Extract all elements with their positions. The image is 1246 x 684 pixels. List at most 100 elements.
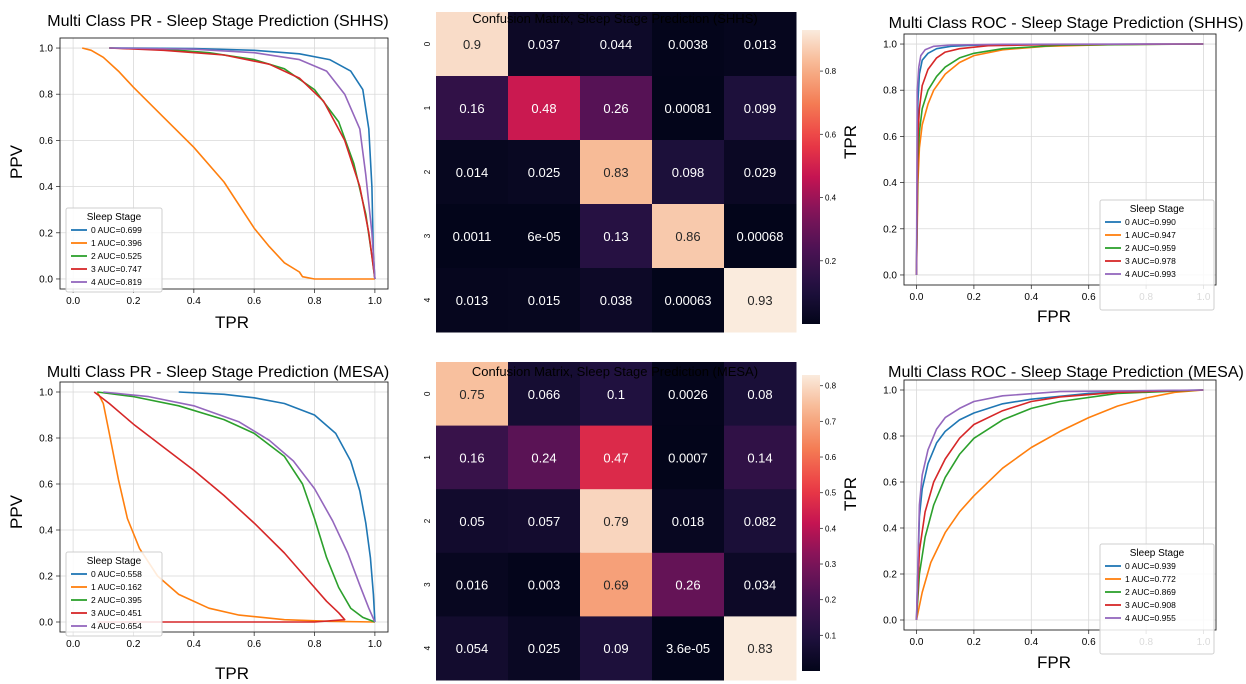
colorbar-label: 0.6 — [825, 130, 837, 139]
series-line-4 — [915, 389, 1204, 621]
legend: Sleep Stage 0 AUC=0.699 1 AUC=0.396 2 AUC=0… — [65, 207, 163, 293]
y-tick-label: 1.0 — [883, 40, 897, 51]
cell-value: 0.00063 — [665, 293, 712, 308]
cell-value: 0.83 — [603, 165, 628, 180]
cell-value: 0.13 — [603, 229, 628, 244]
heatmap-cell — [508, 425, 581, 490]
x-tick-label: 0.0 — [910, 637, 924, 648]
x-tick-label: 0.0 — [66, 639, 80, 650]
heatmap-cell — [508, 616, 581, 681]
cell-value: 0.018 — [672, 514, 705, 529]
cell-value: 0.0007 — [668, 450, 708, 465]
roc-chart-mesa: Multi Class ROC - Sleep Stage Prediction… — [842, 364, 1244, 672]
heatmap-cell — [652, 425, 725, 490]
y-tick-label: 0.4 — [39, 182, 53, 193]
pr-chart-shhs: Multi Class PR - Sleep Stage Prediction … — [7, 13, 389, 332]
heatmap-cell — [580, 140, 653, 205]
row-label: 3 — [423, 233, 432, 238]
series-line-3 — [915, 43, 1204, 276]
plot-frame — [59, 381, 389, 633]
heatmap-cell — [508, 204, 581, 269]
legend-entry-3: 3 AUC=0.451 — [91, 608, 142, 618]
cell-value: 0.025 — [528, 165, 561, 180]
cell-value: 0.054 — [456, 641, 489, 656]
legend-entry-4: 4 AUC=0.955 — [1125, 613, 1176, 623]
x-tick-label: 0.2 — [127, 639, 141, 650]
chart-title: Multi Class ROC - Sleep Stage Prediction… — [889, 15, 1244, 32]
y-tick-label: 1.0 — [883, 386, 897, 397]
x-tick-label: 0.4 — [187, 296, 201, 307]
x-axis-label: FPR — [1037, 307, 1071, 326]
cell-value: 0.69 — [603, 578, 628, 593]
cell-value: 0.037 — [528, 37, 561, 52]
colorbar-label: 0.7 — [825, 417, 837, 426]
x-tick-label: 0.2 — [967, 637, 981, 648]
heatmap-cell — [580, 362, 653, 427]
heatmap-cell — [436, 76, 509, 141]
heatmap-cell — [580, 76, 653, 141]
cell-value: 0.26 — [675, 578, 700, 593]
heatmap-cell — [436, 362, 509, 427]
cell-value: 0.082 — [744, 514, 777, 529]
heatmap-cell — [652, 76, 725, 141]
heatmap-cell — [436, 552, 509, 617]
legend-box — [1099, 199, 1215, 311]
heatmap-cell — [436, 268, 509, 333]
y-axis-label: TPR — [842, 477, 860, 511]
series-line-3 — [93, 391, 346, 623]
cell-value: 0.0026 — [668, 387, 708, 402]
cell-value: 0.08 — [747, 387, 772, 402]
legend-entry-3: 3 AUC=0.747 — [91, 264, 142, 274]
y-tick-label: 0.0 — [39, 274, 53, 285]
heatmap-cell — [652, 552, 725, 617]
y-tick-label: 0.8 — [883, 86, 897, 97]
pr-chart-mesa: Multi Class PR - Sleep Stage Prediction … — [7, 364, 389, 682]
y-tick-label: 1.0 — [39, 388, 53, 399]
series-line-1 — [82, 47, 375, 280]
series-line-4 — [103, 391, 376, 623]
heatmap-cell — [580, 268, 653, 333]
cell-value: 0.14 — [747, 450, 772, 465]
chart-title: Confusion Matrix, Sleep Stage Prediction… — [472, 11, 757, 26]
y-tick-label: 0.6 — [883, 478, 897, 489]
colorbar-label: 0.4 — [825, 194, 837, 203]
legend-title: Sleep Stage — [1130, 204, 1185, 215]
heatmap-cell — [436, 140, 509, 205]
series-line-2 — [915, 43, 1204, 276]
cell-value: 0.015 — [528, 293, 561, 308]
heatmap-cell — [508, 268, 581, 333]
y-tick-label: 1.0 — [39, 44, 53, 55]
row-label: 1 — [423, 105, 432, 110]
x-tick-label: 0.0 — [910, 292, 924, 303]
heatmap-cell — [580, 552, 653, 617]
chart-title: Multi Class ROC - Sleep Stage Prediction… — [888, 364, 1244, 381]
legend-entry-4: 4 AUC=0.819 — [91, 277, 142, 287]
series-line-2 — [97, 391, 376, 623]
row-label: 4 — [423, 645, 432, 650]
heatmap-cell — [508, 140, 581, 205]
cell-value: 0.1 — [607, 387, 625, 402]
cell-value: 0.066 — [528, 387, 561, 402]
x-tick-label: 0.0 — [66, 296, 80, 307]
heatmap-cell — [436, 489, 509, 554]
colorbar-label: 0.8 — [825, 382, 837, 391]
cell-value: 0.09 — [603, 641, 628, 656]
colorbar — [802, 375, 820, 671]
x-tick-label: 0.8 — [308, 296, 322, 307]
cell-value: 0.016 — [456, 578, 489, 593]
x-tick-label: 0.4 — [187, 639, 201, 650]
cell-value: 0.47 — [603, 450, 628, 465]
x-tick-label: 1.0 — [368, 296, 382, 307]
legend-entry-2: 2 AUC=0.525 — [91, 251, 142, 261]
cell-value: 0.00068 — [737, 229, 784, 244]
series-line-3 — [915, 389, 1204, 621]
row-label: 0 — [423, 391, 432, 396]
heatmap-cell — [724, 12, 797, 77]
y-tick-label: 0.8 — [39, 434, 53, 445]
cell-value: 0.025 — [528, 641, 561, 656]
x-tick-label: 0.6 — [247, 639, 261, 650]
chart-title: Multi Class PR - Sleep Stage Prediction … — [47, 364, 389, 381]
y-tick-label: 0.0 — [39, 618, 53, 629]
x-axis-label: TPR — [215, 664, 249, 682]
cell-value: 0.48 — [531, 101, 556, 116]
